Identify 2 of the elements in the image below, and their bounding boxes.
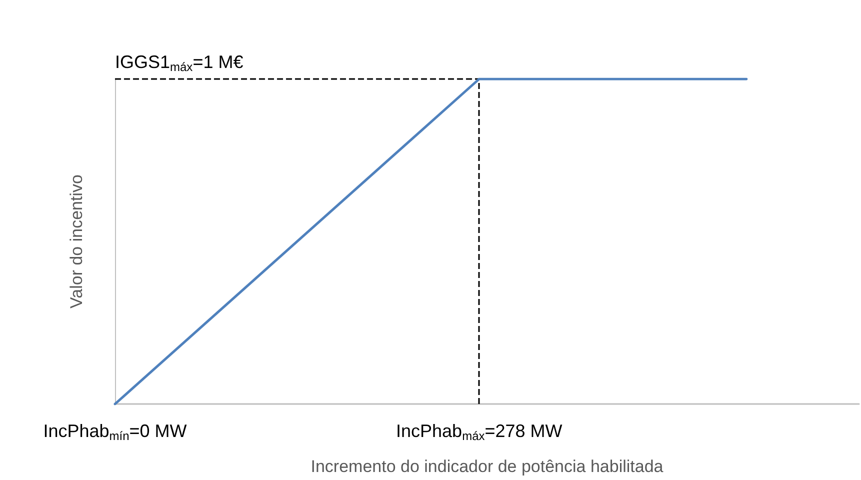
y-axis-title: Valor do incentivo [67,174,86,308]
x-axis-title: Incremento do indicador de potência habilitada [310,457,664,476]
